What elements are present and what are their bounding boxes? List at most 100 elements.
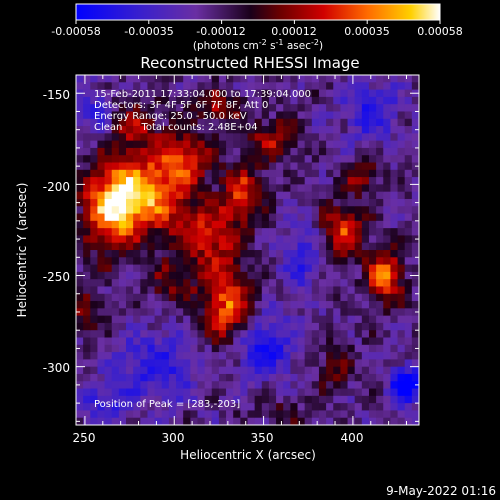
heatmap-cell [318,337,327,346]
heatmap-cell [340,395,349,404]
heatmap-cell [76,82,84,91]
heatmap-cell [83,96,91,105]
heatmap-cell [240,337,249,346]
heatmap-cell [397,301,406,309]
heatmap-cell [233,198,241,207]
heatmap-cell [168,206,177,215]
heatmap-cell [118,126,127,134]
heatmap-cell [411,330,419,339]
heatmap-cell [154,366,163,375]
heatmap-cell [240,308,249,317]
colorbar-tick-label: 0.00035 [344,25,390,38]
heatmap-cell [254,104,263,113]
heatmap-cell [204,322,213,331]
heatmap-cell [147,191,156,200]
heatmap-cell [204,220,213,229]
heatmap-cell [204,184,213,193]
heatmap-cell [126,330,134,339]
heatmap-cell [168,308,177,317]
heatmap-cell [390,126,399,134]
heatmap-cell [383,301,392,309]
heatmap-cell [233,344,241,353]
heatmap-cell [290,344,299,353]
heatmap-cell [111,184,120,193]
heatmap-cell [261,381,270,390]
heatmap-cell [290,381,299,390]
heatmap-cell [76,403,84,412]
heatmap-cell [140,250,149,258]
heatmap-cell [318,213,327,222]
heatmap-cell [311,373,320,382]
heatmap-cell [197,169,206,178]
heatmap-cell [397,96,406,105]
heatmap-cell [276,308,284,317]
heatmap-cell [204,264,213,273]
heatmap-cell [218,191,227,200]
heatmap-cell [276,366,284,375]
heatmap-cell [254,191,263,200]
heatmap-cell [76,184,84,193]
heatmap-cell [147,352,156,360]
heatmap-cell [311,126,320,134]
heatmap-cell [76,75,84,83]
heatmap-cell [190,381,199,390]
heatmap-cell [247,264,256,273]
heatmap-cell [161,133,170,142]
heatmap-cell [318,250,327,258]
heatmap-cell [283,410,291,419]
heatmap-cell [97,395,106,404]
heatmap-cell [90,395,99,404]
heatmap-cell [104,337,113,346]
heatmap-cell [233,147,241,156]
heatmap-cell [211,344,220,353]
heatmap-cell [140,111,149,120]
heatmap-cell [261,373,270,382]
heatmap-cell [347,220,356,229]
heatmap-cell [404,177,413,185]
heatmap-cell [397,337,406,346]
heatmap-cell [397,395,406,404]
heatmap-cell [404,352,413,360]
heatmap-cell [97,417,106,425]
heatmap-cell [233,308,241,317]
heatmap-cell [83,235,91,244]
heatmap-cell [397,169,406,178]
heatmap-cell [126,403,134,412]
heatmap-cell [118,250,127,258]
heatmap-cell [318,279,327,288]
heatmap-cell [290,126,299,134]
heatmap-cell [283,89,291,98]
heatmap-cell [368,111,377,120]
heatmap-cell [197,417,206,425]
heatmap-cell [361,118,370,127]
heatmap-cell [183,257,191,266]
heatmap-cell [404,111,413,120]
heatmap-cell [247,126,256,134]
heatmap-cell [233,264,241,273]
heatmap-cell [190,257,199,266]
heatmap-cell [368,403,377,412]
heatmap-cell [404,75,413,83]
heatmap-cell [368,279,377,288]
heatmap-cell [90,126,99,134]
heatmap-cell [126,75,134,83]
heatmap-cell [90,220,99,229]
heatmap-cell [326,198,334,207]
heatmap-cell [376,155,384,164]
heatmap-cell [347,293,356,302]
heatmap-cell [404,344,413,353]
heatmap-cell [211,133,220,142]
heatmap-cell [190,242,199,251]
heatmap-cell [197,147,206,156]
heatmap-cell [126,82,134,91]
heatmap-cell [90,228,99,237]
heatmap-cell [411,82,419,91]
heatmap-cell [383,242,392,251]
heatmap-cell [197,381,206,390]
heatmap-cell [211,279,220,288]
heatmap-cell [276,337,284,346]
heatmap-cell [204,104,213,113]
heatmap-cell [261,352,270,360]
heatmap-cell [390,118,399,127]
heatmap-cell [254,147,263,156]
